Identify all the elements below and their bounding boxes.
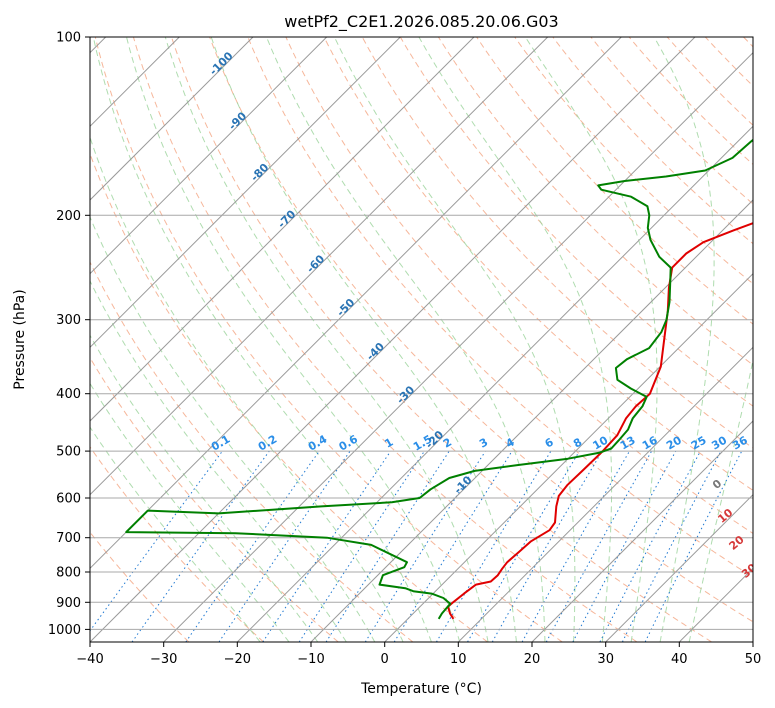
dry-adiabat-line (90, 446, 264, 642)
x-tick-label: 50 (745, 652, 762, 667)
x-axis-title: Temperature (°C) (360, 681, 482, 697)
y-tick-label: 700 (56, 531, 81, 546)
isotherms (90, 37, 753, 642)
moist-adiabat-line (653, 37, 715, 642)
moist-adiabat-line (418, 37, 613, 642)
isotherm-line (90, 37, 549, 496)
y-tick-label: 900 (56, 596, 81, 611)
dry-adiabat-line (323, 37, 753, 491)
x-tick-label: −10 (297, 652, 324, 667)
dry-adiabat-line (94, 37, 563, 642)
isotherm-line (384, 272, 753, 642)
x-axis-ticks: −40 −30 −20 −10 0 10 20 30 40 50 (76, 642, 761, 667)
mixing-ratio-line (218, 450, 351, 642)
moist-adiabat-line (688, 358, 753, 642)
isotherm-line (90, 37, 401, 349)
y-axis-title: Pressure (hPa) (12, 289, 28, 389)
dry-adiabat-line (171, 37, 712, 642)
moist-adiabat-line (266, 37, 546, 642)
moist-adiabat-line (92, 37, 432, 642)
isotherm-line (236, 125, 753, 642)
isotherm-line (90, 37, 622, 570)
moist-adiabat-line (333, 37, 576, 642)
moist-adiabat-line (90, 135, 404, 642)
isotherm-line (310, 199, 753, 642)
y-tick-label: 800 (56, 566, 81, 581)
mixing-ratio-line (599, 450, 701, 642)
dry-adiabat-line (247, 37, 753, 578)
dry-adiabat-line (209, 37, 753, 623)
y-axis-ticks: 100 200 300 400 500 600 700 800 900 1000 (48, 31, 90, 638)
plot-area: 0.1 0.2 0.4 0.6 1 1.5 2 3 4 6 8 10 13 16 20 25 30 36-100-… (90, 37, 753, 642)
x-tick-label: −30 (150, 652, 177, 667)
mixing-ratio-line (467, 450, 580, 642)
y-tick-label: 500 (56, 445, 81, 460)
isotherm-line (90, 37, 696, 642)
y-tick-label: 400 (56, 387, 81, 402)
isotherm-line (90, 37, 328, 275)
x-tick-label: 10 (450, 652, 467, 667)
isotherm-line (163, 51, 753, 642)
dry-adiabat-line (514, 37, 753, 285)
y-tick-label: 600 (56, 492, 81, 507)
temperature-profile (447, 222, 753, 620)
x-tick-label: 40 (671, 652, 688, 667)
isotherm-line (457, 346, 753, 642)
mixing-ratio-line (364, 450, 486, 642)
x-tick-label: 0 (381, 652, 389, 667)
isotherm-line (531, 420, 753, 642)
y-tick-label: 100 (56, 31, 81, 46)
moist-adiabat-line (90, 382, 290, 642)
dry-adiabat-line (285, 37, 753, 535)
y-tick-label: 1000 (48, 623, 81, 638)
x-tick-label: 20 (524, 652, 541, 667)
mixing-ratio-line (298, 450, 425, 642)
moist-adiabat-line (524, 37, 658, 642)
isotherm-line (605, 493, 753, 642)
sounding-series (125, 138, 753, 620)
dry-adiabat-line (476, 37, 753, 325)
mixing-ratio-line (262, 450, 392, 642)
y-tick-label: 200 (56, 209, 81, 224)
x-tick-label: 30 (597, 652, 614, 667)
moist-adiabat-line (90, 215, 376, 642)
isotherm-line (90, 37, 475, 422)
dry-adiabat-line (90, 260, 414, 642)
moist-adiabat-line (90, 334, 319, 642)
isotherm-line (90, 37, 254, 201)
mixing-ratio-line (435, 450, 552, 642)
x-tick-label: −40 (76, 652, 103, 667)
moist-adiabat-line (90, 426, 261, 642)
dry-adiabats (90, 37, 753, 642)
mixing-ratio-line (185, 450, 320, 642)
mixing-ratio-line (572, 450, 677, 642)
isobars (90, 37, 753, 630)
plot-frame (89, 36, 754, 643)
mixing-ratio-line (325, 450, 450, 642)
x-tick-label: −20 (224, 652, 251, 667)
dewpoint-profile (125, 138, 753, 620)
moist-adiabat-line (210, 37, 517, 642)
y-tick-label: 300 (56, 313, 81, 328)
chart-title: wetPf2_C2E1.2026.085.20.06.G03 (284, 12, 558, 32)
